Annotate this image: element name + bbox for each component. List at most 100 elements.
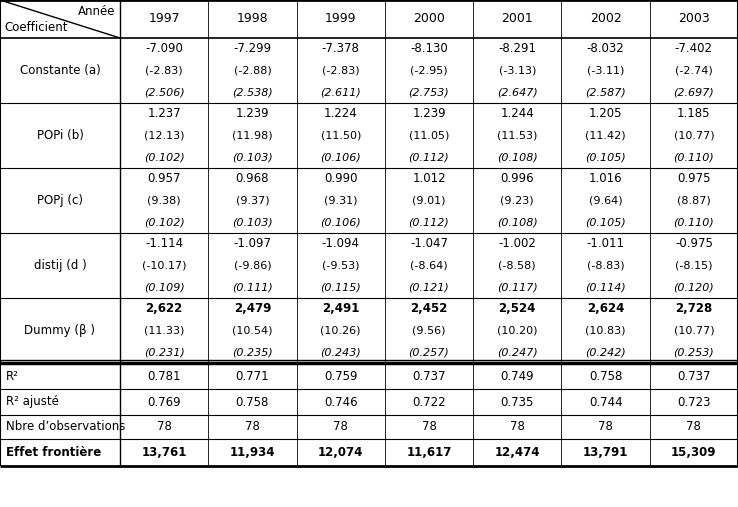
Text: (-2.95): (-2.95) — [410, 65, 448, 76]
Text: -1.011: -1.011 — [587, 237, 624, 250]
Text: 0.781: 0.781 — [148, 370, 181, 382]
Text: 2,624: 2,624 — [587, 302, 624, 315]
Text: (0.105): (0.105) — [585, 152, 626, 162]
Text: 2,728: 2,728 — [675, 302, 712, 315]
Text: (10.77): (10.77) — [674, 130, 714, 140]
Text: R²: R² — [6, 370, 19, 382]
Text: 13,761: 13,761 — [142, 446, 187, 459]
Text: Coefficient: Coefficient — [4, 21, 67, 34]
Text: 2002: 2002 — [590, 13, 621, 25]
Text: (0.108): (0.108) — [497, 217, 538, 227]
Text: (0.105): (0.105) — [585, 217, 626, 227]
Text: (0.235): (0.235) — [232, 347, 273, 357]
Text: (-8.83): (-8.83) — [587, 261, 624, 271]
Text: Année: Année — [77, 5, 115, 18]
Text: -8.130: -8.130 — [410, 42, 448, 55]
Text: distij (d ): distij (d ) — [34, 259, 86, 272]
Text: POPj (c): POPj (c) — [37, 194, 83, 207]
Text: 0.758: 0.758 — [235, 395, 269, 409]
Text: -1.094: -1.094 — [322, 237, 359, 250]
Text: 0.957: 0.957 — [148, 172, 181, 186]
Text: Dummy (β ): Dummy (β ) — [24, 324, 95, 337]
Text: 1.185: 1.185 — [677, 107, 711, 120]
Text: -7.378: -7.378 — [322, 42, 359, 55]
Text: (-8.15): (-8.15) — [675, 261, 713, 271]
Text: (0.110): (0.110) — [674, 217, 714, 227]
Text: -0.975: -0.975 — [675, 237, 713, 250]
Text: (0.106): (0.106) — [320, 217, 361, 227]
Text: 0.771: 0.771 — [235, 370, 269, 382]
Text: 11,617: 11,617 — [407, 446, 452, 459]
Text: 0.744: 0.744 — [589, 395, 622, 409]
Text: (-8.64): (-8.64) — [410, 261, 448, 271]
Text: (2.611): (2.611) — [320, 87, 361, 97]
Text: (-2.83): (-2.83) — [145, 65, 183, 76]
Text: 1.239: 1.239 — [413, 107, 446, 120]
Text: (10.77): (10.77) — [674, 325, 714, 336]
Text: (0.242): (0.242) — [585, 347, 626, 357]
Text: (0.257): (0.257) — [409, 347, 449, 357]
Text: (12.13): (12.13) — [144, 130, 184, 140]
Text: (0.102): (0.102) — [144, 152, 184, 162]
Text: R² ajusté: R² ajusté — [6, 395, 59, 409]
Text: (2.697): (2.697) — [674, 87, 714, 97]
Text: (-9.53): (-9.53) — [322, 261, 359, 271]
Text: 0.722: 0.722 — [413, 395, 446, 409]
Text: 2,524: 2,524 — [499, 302, 536, 315]
Text: 1.016: 1.016 — [589, 172, 622, 186]
Text: -7.402: -7.402 — [675, 42, 713, 55]
Text: (11.50): (11.50) — [320, 130, 361, 140]
Text: 0.990: 0.990 — [324, 172, 357, 186]
Text: (0.106): (0.106) — [320, 152, 361, 162]
Text: (0.120): (0.120) — [674, 282, 714, 292]
Text: 0.769: 0.769 — [148, 395, 181, 409]
Text: (0.112): (0.112) — [409, 217, 449, 227]
Text: (0.111): (0.111) — [232, 282, 273, 292]
Text: (0.247): (0.247) — [497, 347, 538, 357]
Text: 0.723: 0.723 — [677, 395, 711, 409]
Text: 12,474: 12,474 — [494, 446, 540, 459]
Text: (0.103): (0.103) — [232, 152, 273, 162]
Text: 0.996: 0.996 — [500, 172, 534, 186]
Text: (10.83): (10.83) — [585, 325, 626, 336]
Text: (0.115): (0.115) — [320, 282, 361, 292]
Text: (9.64): (9.64) — [589, 196, 622, 205]
Text: 1999: 1999 — [325, 13, 356, 25]
Text: (2.647): (2.647) — [497, 87, 538, 97]
Text: 1.244: 1.244 — [500, 107, 534, 120]
Text: -8.291: -8.291 — [498, 42, 537, 55]
Text: (0.114): (0.114) — [585, 282, 626, 292]
Text: 78: 78 — [156, 420, 171, 433]
Text: (9.01): (9.01) — [413, 196, 446, 205]
Text: (9.23): (9.23) — [500, 196, 534, 205]
Text: 0.735: 0.735 — [500, 395, 534, 409]
Text: (0.117): (0.117) — [497, 282, 538, 292]
Text: (-2.88): (-2.88) — [233, 65, 272, 76]
Text: (-9.86): (-9.86) — [234, 261, 272, 271]
Text: 2,622: 2,622 — [145, 302, 183, 315]
Text: (0.121): (0.121) — [409, 282, 449, 292]
Text: 2,479: 2,479 — [234, 302, 271, 315]
Text: (0.231): (0.231) — [144, 347, 184, 357]
Text: 2,452: 2,452 — [410, 302, 448, 315]
Text: 12,074: 12,074 — [318, 446, 363, 459]
Text: 78: 78 — [510, 420, 525, 433]
Text: (0.110): (0.110) — [674, 152, 714, 162]
Text: (-2.83): (-2.83) — [322, 65, 359, 76]
Text: -8.032: -8.032 — [587, 42, 624, 55]
Text: (11.33): (11.33) — [144, 325, 184, 336]
Text: (9.38): (9.38) — [148, 196, 181, 205]
Text: (11.42): (11.42) — [585, 130, 626, 140]
Text: (2.587): (2.587) — [585, 87, 626, 97]
Text: 1.237: 1.237 — [148, 107, 181, 120]
Text: (9.56): (9.56) — [413, 325, 446, 336]
Text: (0.243): (0.243) — [320, 347, 361, 357]
Text: (-8.58): (-8.58) — [498, 261, 536, 271]
Text: (10.20): (10.20) — [497, 325, 537, 336]
Text: (10.26): (10.26) — [320, 325, 361, 336]
Text: -7.090: -7.090 — [145, 42, 183, 55]
Text: -1.047: -1.047 — [410, 237, 448, 250]
Text: POPi (b): POPi (b) — [37, 129, 83, 142]
Text: -7.299: -7.299 — [233, 42, 272, 55]
Text: 0.968: 0.968 — [235, 172, 269, 186]
